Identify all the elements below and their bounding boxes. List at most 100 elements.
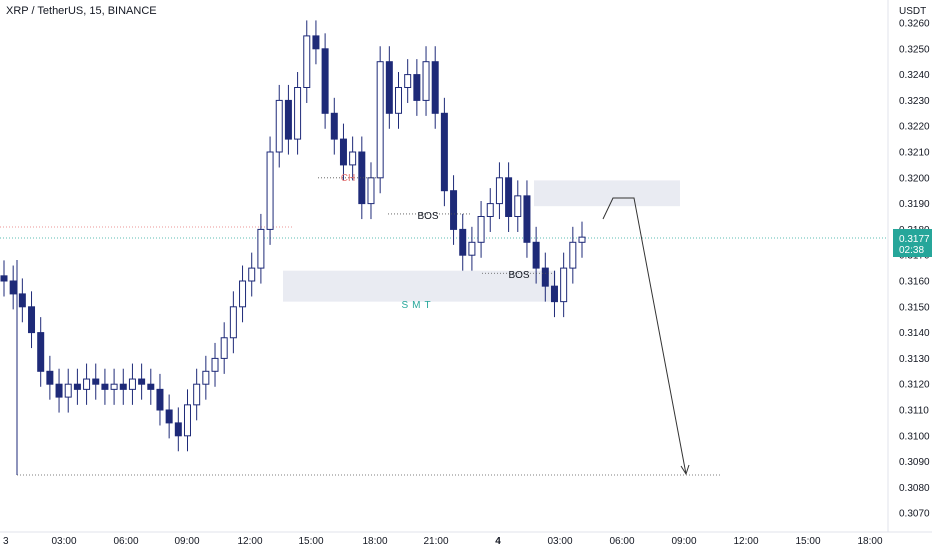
candle-body xyxy=(385,61,393,114)
time-tick-label: 03:00 xyxy=(51,536,76,547)
candle-body xyxy=(569,241,577,269)
candle-body xyxy=(284,99,292,140)
candle-body xyxy=(367,177,375,205)
time-tick-label: 06:00 xyxy=(113,536,138,547)
candle-body xyxy=(211,357,219,372)
candle-body xyxy=(477,216,485,243)
candle-body xyxy=(18,293,26,308)
candle-body xyxy=(532,241,540,269)
candle-body xyxy=(330,112,338,140)
ch-label: CH xyxy=(341,173,355,184)
candle-body xyxy=(156,388,164,411)
bar-countdown-label: 02:38 xyxy=(899,245,924,256)
candle-body xyxy=(294,87,302,140)
time-tick-label: 21:00 xyxy=(423,536,448,547)
candle-body xyxy=(92,378,100,385)
time-tick-label: 06:00 xyxy=(609,536,634,547)
candle-body xyxy=(110,383,118,390)
zone-box xyxy=(283,270,556,302)
price-tick-label: 0.3110 xyxy=(899,406,929,417)
candle-body xyxy=(220,337,228,359)
candle-body xyxy=(358,151,366,205)
candle-body xyxy=(165,409,173,424)
chart-title: XRP / TetherUS, 15, BINANCE xyxy=(6,5,157,17)
time-tick-label: 12:00 xyxy=(733,536,758,547)
price-tick-label: 0.3220 xyxy=(899,122,930,133)
candle-body xyxy=(73,383,81,390)
price-tick-label: 0.3200 xyxy=(899,173,930,184)
time-tick-label: 15:00 xyxy=(298,536,323,547)
price-tick-label: 0.3230 xyxy=(899,96,930,107)
candle-body xyxy=(147,383,155,390)
candle-body xyxy=(578,236,586,243)
candle-body xyxy=(495,177,503,205)
candle-body xyxy=(422,61,430,101)
smt-label: SMT xyxy=(401,300,434,311)
candle-body xyxy=(202,370,210,385)
projection-path xyxy=(602,197,687,475)
arrow-head-icon xyxy=(680,464,690,476)
candle-body xyxy=(83,378,91,390)
bos-label: BOS xyxy=(508,270,529,281)
price-tick-label: 0.3090 xyxy=(899,457,930,468)
candle-body xyxy=(128,378,136,390)
time-tick-label: 18:00 xyxy=(362,536,387,547)
candle-body xyxy=(312,35,320,50)
candle-body xyxy=(413,74,421,101)
time-tick-label: 09:00 xyxy=(174,536,199,547)
candle-body xyxy=(138,378,146,385)
candle-body xyxy=(523,195,531,243)
time-tick-label: 4 xyxy=(495,536,501,547)
time-tick-label: 15:00 xyxy=(795,536,820,547)
candle-body xyxy=(395,87,403,114)
candle-body xyxy=(541,267,549,287)
time-tick-label: 09:00 xyxy=(671,536,696,547)
candle-body xyxy=(505,177,513,218)
current-price-badge xyxy=(893,229,932,257)
candle-body xyxy=(229,306,237,339)
price-tick-label: 0.3190 xyxy=(899,199,930,210)
candle-body xyxy=(349,151,357,166)
price-tick-label: 0.3140 xyxy=(899,328,930,339)
candle-body xyxy=(37,332,45,372)
candle-body xyxy=(303,35,311,88)
candle-body xyxy=(404,74,412,88)
time-tick-label: 3 xyxy=(3,536,9,547)
candle-body xyxy=(339,138,347,166)
candle-body xyxy=(266,151,274,230)
bos-label: BOS xyxy=(417,211,438,222)
candle-body xyxy=(275,99,283,153)
candle-body xyxy=(28,306,36,334)
price-tick-label: 0.3260 xyxy=(899,19,930,30)
candle-body xyxy=(64,383,72,398)
candle-body xyxy=(257,228,265,269)
candle-body xyxy=(174,422,182,437)
candle-body xyxy=(0,275,8,282)
price-tick-label: 0.3100 xyxy=(899,431,930,442)
candle-body xyxy=(514,195,522,217)
candle-body xyxy=(101,383,109,390)
candle-body xyxy=(321,48,329,114)
time-tick-label: 18:00 xyxy=(857,536,882,547)
candle-body xyxy=(376,61,384,179)
price-tick-label: 0.3130 xyxy=(899,354,930,365)
candle-body xyxy=(468,241,476,256)
price-tick-label: 0.3150 xyxy=(899,302,930,313)
current-price-label: 0.3177 xyxy=(899,234,930,245)
candle-body xyxy=(459,228,467,256)
price-tick-label: 0.3120 xyxy=(899,380,930,391)
price-tick-label: 0.3070 xyxy=(899,509,930,520)
candle-body xyxy=(450,190,458,230)
candle-body xyxy=(560,267,568,303)
price-axis-unit: USDT xyxy=(899,6,926,17)
candle-body xyxy=(550,285,558,303)
price-tick-label: 0.3080 xyxy=(899,483,930,494)
price-tick-label: 0.3210 xyxy=(899,148,930,159)
candle-body xyxy=(119,383,127,390)
time-tick-label: 12:00 xyxy=(237,536,262,547)
candle-body xyxy=(183,404,191,437)
price-tick-label: 0.3240 xyxy=(899,70,930,81)
candle-body xyxy=(431,61,439,114)
candle-body xyxy=(486,203,494,218)
